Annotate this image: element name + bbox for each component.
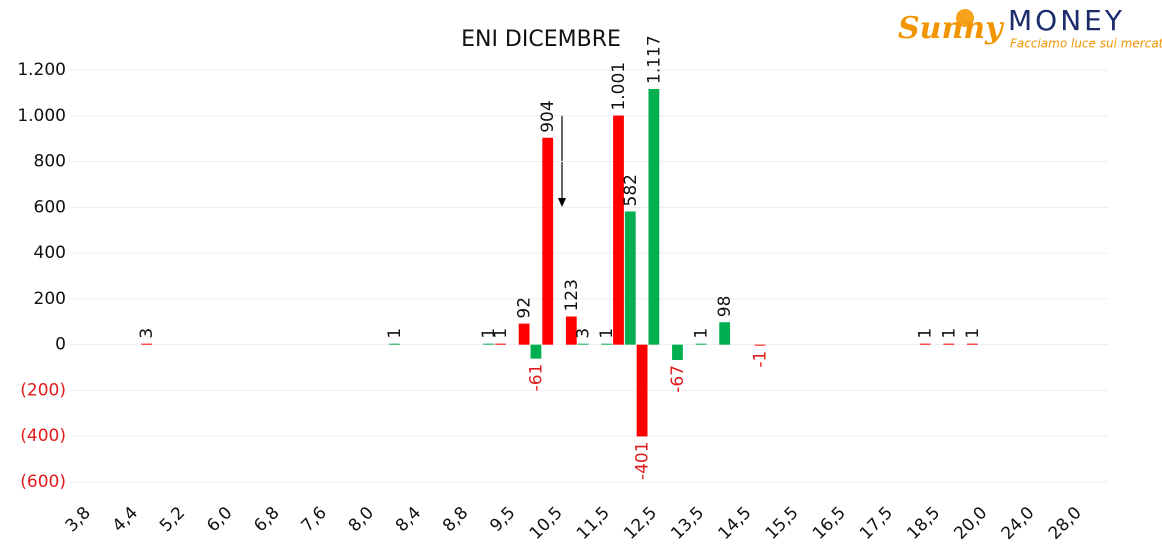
bar <box>565 316 577 345</box>
annotation-arrow <box>558 115 566 207</box>
data-label: -61 <box>526 364 546 392</box>
chart-title: ENI DICEMBRE <box>461 27 621 52</box>
x-tick-label: 20,0 <box>950 503 991 544</box>
bar <box>495 343 506 345</box>
bar <box>530 344 542 359</box>
x-tick-label: 4,4 <box>109 503 142 536</box>
data-label: 3 <box>137 328 157 339</box>
data-label: 1 <box>491 328 511 339</box>
y-tick-label: 1.200 <box>17 60 66 80</box>
data-label: 1.001 <box>609 62 629 111</box>
bar <box>577 343 589 345</box>
y-tick-label: 200 <box>34 289 66 309</box>
x-tick-label: 3,8 <box>62 503 95 536</box>
bar <box>695 343 707 345</box>
bar <box>754 344 766 346</box>
bar <box>483 343 495 345</box>
y-tick-label: (600) <box>20 472 66 492</box>
bar <box>943 343 955 345</box>
y-tick-label: 1.000 <box>17 106 66 126</box>
bar <box>141 343 153 345</box>
data-label: -67 <box>668 365 688 393</box>
y-tick-label: (200) <box>20 380 66 400</box>
data-label: 1.117 <box>644 35 664 84</box>
bar <box>636 344 648 437</box>
bar <box>672 344 683 361</box>
data-label: 1 <box>597 328 617 339</box>
data-label: 904 <box>538 100 558 132</box>
x-tick-label: 15,5 <box>762 503 803 544</box>
x-tick-label: 18,5 <box>903 503 944 544</box>
bar <box>613 115 624 345</box>
data-label: 1 <box>939 328 959 339</box>
logo-name: MONEY <box>1008 4 1125 37</box>
y-tick-label: 600 <box>34 197 66 217</box>
x-tick-label: 13,5 <box>667 503 708 544</box>
bar <box>518 323 530 345</box>
y-tick-label: 400 <box>34 243 66 263</box>
x-tick-label: 17,5 <box>856 503 897 544</box>
x-tick-label: 14,5 <box>714 503 755 544</box>
logo-tagline: Facciamo luce sui mercati <box>1010 37 1162 51</box>
y-tick-label: 0 <box>55 335 66 355</box>
x-tick-label: 12,5 <box>620 503 661 544</box>
x-tick-label: 10,5 <box>526 503 567 544</box>
x-tick-label: 5,2 <box>156 503 189 536</box>
data-label: 98 <box>715 296 735 318</box>
logo-sun <box>956 9 974 27</box>
data-label: 3 <box>574 328 594 339</box>
data-label: -401 <box>633 441 653 480</box>
bar <box>648 88 660 345</box>
x-tick-label: 8,8 <box>439 503 472 536</box>
y-tick-label: 800 <box>34 152 66 172</box>
x-tick-label: 8,4 <box>392 503 425 536</box>
data-label: 1 <box>479 328 499 339</box>
data-label: 1 <box>916 328 936 339</box>
y-tick-label: (400) <box>20 426 66 446</box>
data-label: 582 <box>621 174 641 206</box>
logo: Sunny MONEY Facciamo luce sui mercati <box>898 4 1162 51</box>
x-tick-label: 16,5 <box>809 503 850 544</box>
bar <box>966 343 978 345</box>
bar <box>719 322 731 345</box>
bar <box>388 343 400 345</box>
x-tick-label: 9,5 <box>486 503 519 536</box>
bar <box>601 343 613 345</box>
data-label: 92 <box>515 297 535 319</box>
x-tick-label: 6,0 <box>203 503 236 536</box>
x-tick-label: 24,0 <box>998 503 1039 544</box>
data-label: 123 <box>562 279 582 311</box>
bar <box>919 343 931 345</box>
data-label: 1 <box>963 328 983 339</box>
x-tick-label: 6,8 <box>250 503 283 536</box>
data-label: 1 <box>385 328 405 339</box>
bar <box>624 211 636 345</box>
logo-brand: Sunny <box>898 11 1005 46</box>
x-tick-label: 7,6 <box>298 503 331 536</box>
bar <box>542 137 554 345</box>
data-label: 1 <box>692 328 712 339</box>
x-tick-label: 11,5 <box>573 503 614 544</box>
x-tick-label: 28,0 <box>1045 503 1086 544</box>
data-label: -1 <box>751 351 771 368</box>
x-tick-label: 8,0 <box>345 503 378 536</box>
